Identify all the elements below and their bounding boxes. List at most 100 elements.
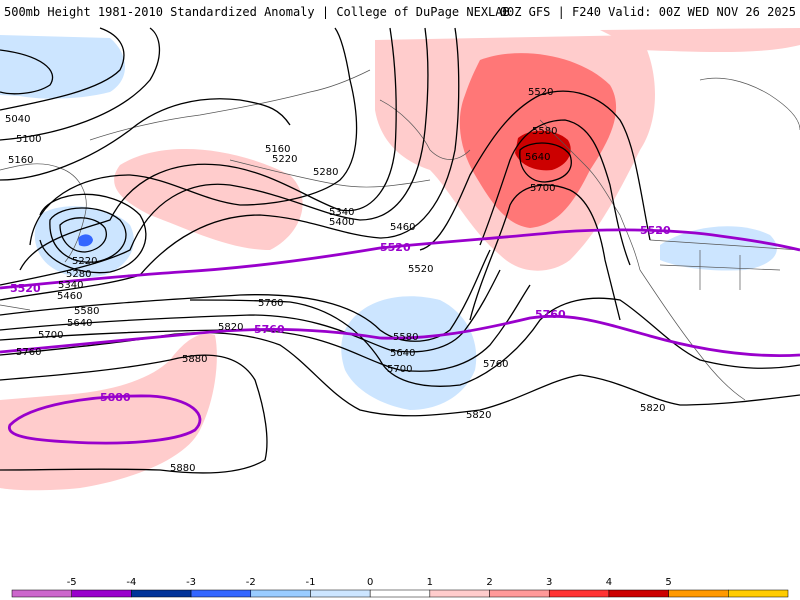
label-5100: 5100 [16, 134, 41, 145]
label-5760-west: 5760 [16, 347, 41, 358]
contour-5580-west [0, 249, 491, 342]
contour-5520-black [419, 90, 651, 251]
label-5220-north: 5220 [272, 154, 297, 165]
positive-anomaly-alaska-core [515, 130, 571, 171]
legend-swatch [369, 589, 431, 598]
contour-5280 [29, 27, 358, 246]
label-5880-south: 5880 [170, 463, 195, 474]
legend-swatch [11, 589, 72, 598]
label-5160-west: 5160 [8, 155, 33, 166]
contour-5460 [0, 27, 460, 301]
label-5340-west: 5340 [58, 280, 83, 291]
legend-tick-label: -2 [246, 577, 256, 588]
contour-5700-ne [469, 184, 621, 321]
label-5460: 5460 [390, 222, 415, 233]
anomaly-shading [0, 28, 800, 491]
label-5760-center-east: 5760 [483, 359, 508, 370]
purple-contour-5520 [0, 228, 800, 290]
contour-5160-west [0, 27, 161, 141]
legend-swatch [668, 589, 729, 598]
label-5580-west: 5580 [74, 306, 99, 317]
legend-swatch [71, 589, 132, 598]
label-5880-west: 5880 [182, 354, 207, 365]
contour-low-center-1 [59, 217, 107, 253]
contour-5100 [0, 27, 125, 111]
climatology-contours [0, 228, 800, 445]
legend-swatch [489, 589, 550, 598]
purple-label-5760-east: 5760 [535, 308, 566, 321]
legend-tick-label: 5 [665, 577, 671, 588]
legend-swatch [190, 589, 252, 598]
label-5160: 5160 [265, 144, 290, 155]
contour-labels: 5040 5100 5160 5160 5220 5280 5340 5400 … [5, 87, 665, 474]
label-5820-west: 5820 [218, 322, 243, 333]
legend-swatch [429, 589, 490, 598]
purple-label-5520-east: 5520 [640, 224, 671, 237]
legend-tick-label: -5 [67, 577, 77, 588]
contour-5220-west-upper [0, 98, 291, 181]
legend-color-bar [11, 589, 789, 598]
label-5460-west: 5460 [57, 291, 82, 302]
contour-5700 [0, 284, 531, 372]
legend-tick-label: 0 [367, 577, 373, 588]
label-5700-ne: 5700 [530, 183, 555, 194]
legend-swatch [310, 589, 371, 598]
legend-tick-label: 4 [606, 577, 612, 588]
positive-anomaly-northeast-corner [600, 28, 800, 53]
legend-tick-label: -3 [186, 577, 196, 588]
purple-contour-5760 [0, 314, 800, 358]
legend-swatch [250, 589, 311, 598]
legend-tick-label: -4 [126, 577, 136, 588]
label-5520-center: 5520 [408, 264, 433, 275]
label-5820-east: 5820 [640, 403, 665, 414]
label-5820-center: 5820 [466, 410, 491, 421]
legend-swatch [728, 589, 789, 598]
negative-anomaly-kamchatka-core [78, 234, 93, 247]
legend-tick-label: 1 [427, 577, 433, 588]
purple-label-5760-center: 5760 [254, 323, 285, 336]
purple-label-5520-west: 5520 [10, 282, 41, 295]
contour-5040 [0, 49, 54, 95]
coastlines [0, 69, 800, 401]
label-5400: 5400 [329, 217, 354, 228]
climatology-labels: 5520 5520 5520 5760 5760 5880 [10, 224, 671, 404]
legend-swatch [548, 589, 610, 598]
contour-low-center-2 [49, 207, 127, 263]
map-header: 500mb Height 1981-2010 Standardized Anom… [0, 0, 800, 22]
legend-swatch [131, 589, 192, 598]
label-5040: 5040 [5, 114, 30, 125]
contour-5580-ne [479, 119, 631, 266]
map-title: 500mb Height 1981-2010 Standardized Anom… [4, 5, 510, 19]
purple-label-5520-center: 5520 [380, 241, 411, 254]
label-5280: 5280 [313, 167, 338, 178]
label-5220-west: 5220 [72, 256, 97, 267]
contour-5640 [0, 269, 501, 353]
label-5640-center: 5640 [390, 348, 415, 359]
legend-tick-label: -1 [305, 577, 315, 588]
legend-tick-label: 3 [546, 577, 552, 588]
label-5640-west: 5640 [67, 318, 92, 329]
label-5580-ne: 5580 [532, 126, 557, 137]
contour-5400 [0, 27, 429, 286]
purple-label-5880: 5880 [100, 391, 131, 404]
contour-5880-west [0, 354, 268, 474]
positive-anomaly-north-pacific [114, 148, 303, 250]
label-5280-west: 5280 [66, 269, 91, 280]
legend-tick-labels: -5 -4 -3 -2 -1 0 1 2 3 4 5 [67, 577, 672, 588]
label-5700-center: 5700 [387, 364, 412, 375]
anomaly-legend: -5 -4 -3 -2 -1 0 1 2 3 4 5 [0, 570, 800, 600]
purple-contour-5880 [8, 394, 202, 445]
label-5580-center: 5580 [393, 332, 418, 343]
legend-swatch [608, 589, 669, 598]
label-5520-ne: 5520 [528, 87, 553, 98]
contour-5220 [39, 193, 147, 274]
contour-5760-west [189, 297, 800, 387]
height-anomaly-map: 5040 5100 5160 5160 5220 5280 5340 5400 … [0, 27, 800, 491]
positive-anomaly-subtropical [0, 333, 217, 491]
contour-5340 [19, 27, 397, 271]
label-5700-west: 5700 [38, 330, 63, 341]
contour-5640-ne [519, 142, 572, 183]
legend-tick-label: 2 [486, 577, 492, 588]
label-5640-ne: 5640 [525, 152, 550, 163]
model-run-info: 00Z GFS | F240 Valid: 00Z WED NOV 26 202… [499, 5, 796, 19]
